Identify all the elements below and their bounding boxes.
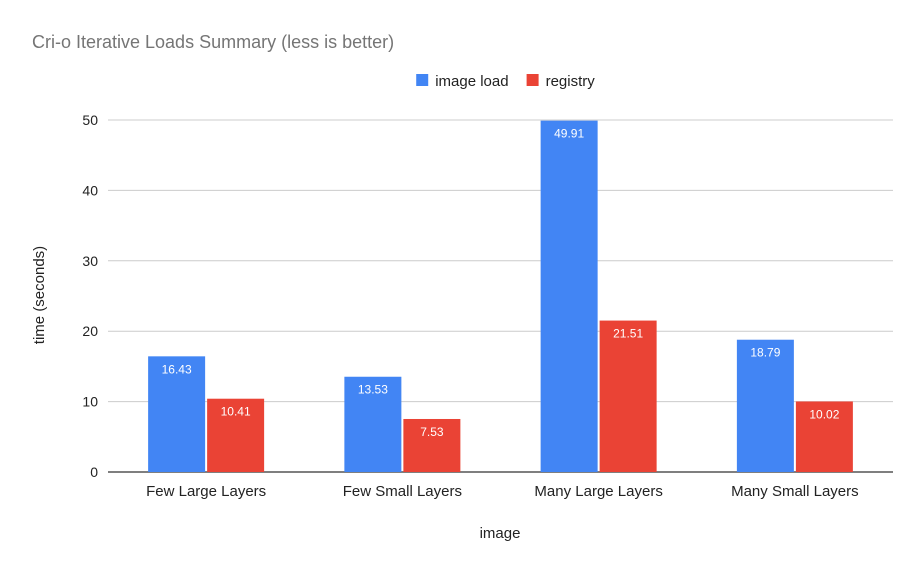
y-axis-ticks: 0 10 20 30 40 50 [82, 112, 98, 480]
x-axis-ticks: Few Large Layers Few Small Layers Many Lar… [146, 483, 859, 500]
x-tick-label: Many Small Layers [731, 483, 859, 500]
y-tick-label: 10 [82, 394, 98, 410]
bar-registry-0 [207, 398, 265, 472]
x-tick-label: Few Small Layers [343, 483, 462, 500]
y-tick-label: 30 [82, 253, 98, 269]
legend: image load registry [416, 73, 595, 90]
legend-label: image load [435, 73, 508, 90]
x-axis-title: image [480, 525, 521, 542]
legend-label: registry [546, 73, 596, 90]
bar-image-load-1 [344, 376, 402, 472]
bar-registry-1 [403, 418, 461, 472]
data-label: 10.02 [809, 407, 839, 421]
chart-title: Cri-o Iterative Loads Summary (less is b… [32, 32, 394, 52]
data-label: 13.53 [358, 383, 388, 397]
bars [148, 120, 853, 472]
legend-swatch-registry [526, 74, 539, 86]
bar-registry-3 [795, 401, 853, 472]
data-label: 49.91 [554, 127, 584, 141]
bar-registry-2 [599, 320, 657, 472]
x-tick-label: Many Large Layers [534, 483, 662, 500]
bar-image-load-0 [148, 356, 206, 472]
bar-image-load-2 [540, 120, 598, 472]
data-label: 21.51 [613, 327, 643, 341]
data-label: 16.43 [162, 362, 192, 376]
data-label: 7.53 [420, 425, 444, 439]
legend-swatch-image-load [416, 74, 429, 86]
y-tick-label: 20 [82, 323, 98, 339]
data-label: 18.79 [750, 346, 780, 360]
data-labels: 16.43 10.41 13.53 7.53 49.91 21.51 18.79 10.02 [162, 127, 840, 439]
y-axis-title: time (seconds) [31, 246, 48, 344]
x-tick-label: Few Large Layers [146, 483, 266, 500]
y-tick-label: 50 [82, 112, 98, 128]
bar-image-load-3 [736, 339, 794, 472]
y-tick-label: 0 [90, 464, 98, 480]
data-label: 10.41 [221, 405, 251, 419]
y-tick-label: 40 [82, 182, 98, 198]
